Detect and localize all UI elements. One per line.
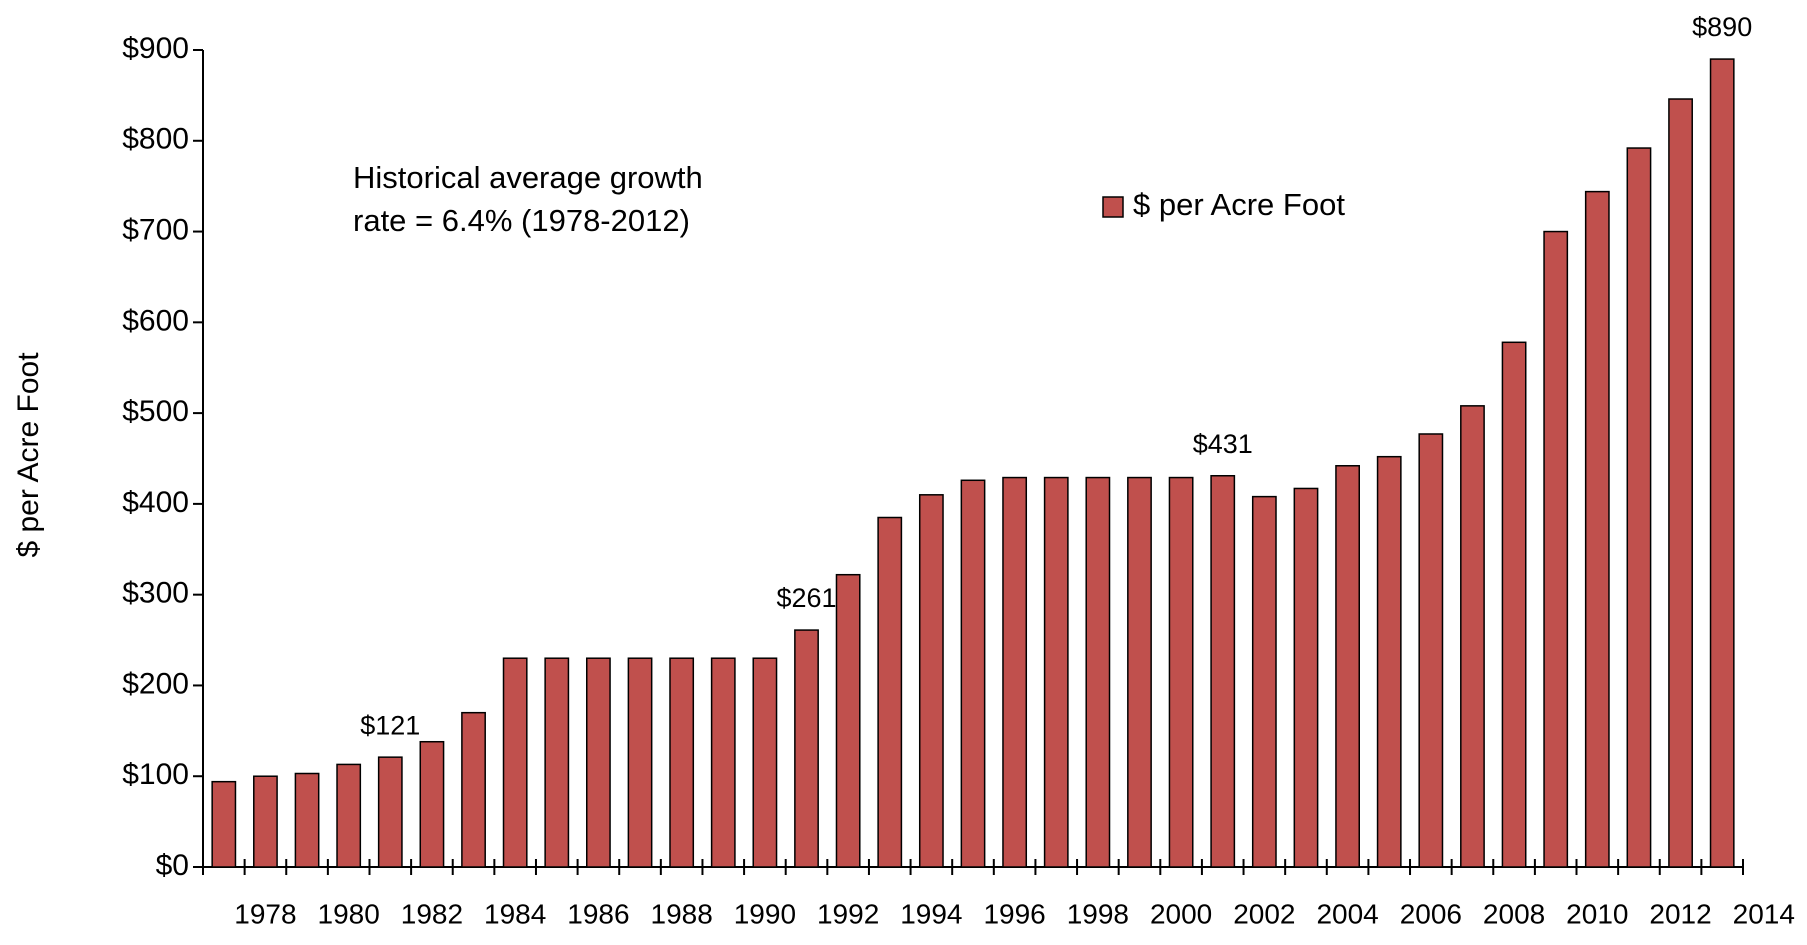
annotation: Historical average growth — [353, 160, 703, 195]
y-tick-label: $900 — [122, 32, 189, 65]
bar — [1460, 405, 1485, 868]
x-tick-label: 1980 — [318, 898, 380, 929]
x-tick-label: 1996 — [983, 898, 1045, 929]
x-tick-label: 1994 — [900, 898, 962, 929]
y-tick-label: $800 — [122, 123, 189, 156]
bar — [710, 657, 736, 868]
bar — [835, 573, 861, 868]
bar — [1168, 476, 1194, 868]
x-tick-label: 1988 — [651, 898, 713, 929]
x-tick-label: 1982 — [401, 898, 463, 929]
bar — [419, 740, 445, 868]
bar — [669, 657, 695, 868]
x-tick-label: 2008 — [1483, 898, 1545, 929]
data-label: $121 — [360, 710, 420, 740]
bar — [960, 479, 986, 868]
bar — [877, 516, 903, 868]
x-tick-label: 2006 — [1400, 898, 1462, 929]
bar — [544, 657, 570, 868]
data-label: $890 — [1692, 12, 1752, 42]
bar — [253, 775, 278, 868]
x-tick-label: 2002 — [1233, 898, 1295, 929]
x-tick-label: 2012 — [1649, 898, 1711, 929]
y-tick-label: $200 — [122, 667, 189, 700]
x-tick-label: 2000 — [1150, 898, 1212, 929]
bar — [1043, 476, 1069, 868]
legend-label: $ per Acre Foot — [1133, 187, 1345, 222]
x-tick-label: 1998 — [1067, 898, 1129, 929]
bar — [1584, 190, 1610, 868]
x-tick-label: 1984 — [484, 898, 546, 929]
y-tick-label: $600 — [122, 304, 189, 337]
bar — [1335, 465, 1360, 868]
bar — [294, 772, 320, 868]
bar — [1085, 476, 1111, 868]
data-label: $431 — [1193, 429, 1253, 459]
bar — [1251, 495, 1277, 868]
bar — [1376, 455, 1402, 868]
bar — [211, 780, 237, 868]
bar — [336, 763, 362, 868]
x-tick-label: 1990 — [734, 898, 796, 929]
bar — [461, 711, 486, 868]
bar — [1418, 433, 1444, 868]
annotation: rate = 6.4% (1978-2012) — [353, 203, 690, 238]
bar — [1709, 58, 1735, 868]
x-tick-label: 2014 — [1733, 898, 1795, 929]
bar — [918, 494, 944, 868]
bar — [377, 756, 403, 868]
y-tick-label: $100 — [122, 758, 189, 791]
y-tick-label: $400 — [122, 486, 189, 519]
y-tick-label: $500 — [122, 395, 189, 428]
bar — [794, 629, 819, 868]
y-tick-label: $700 — [122, 213, 189, 246]
bar — [627, 657, 653, 868]
bar — [1002, 476, 1028, 868]
bar — [1210, 474, 1236, 868]
y-tick-label: $0 — [156, 849, 189, 882]
bar — [1543, 230, 1569, 868]
bar — [502, 657, 528, 868]
x-tick-label: 1986 — [567, 898, 629, 929]
x-tick-label: 2004 — [1316, 898, 1378, 929]
bar — [586, 657, 611, 868]
x-tick-label: 1978 — [234, 898, 296, 929]
y-axis-label: $ per Acre Foot — [12, 352, 45, 558]
bar — [1293, 487, 1319, 868]
bar — [752, 657, 778, 868]
bar — [1501, 341, 1527, 868]
legend-swatch — [1102, 196, 1124, 218]
bar — [1127, 476, 1152, 868]
bar — [1626, 147, 1652, 868]
bar — [1668, 98, 1693, 868]
x-tick-label: 2010 — [1566, 898, 1628, 929]
data-label: $261 — [776, 583, 836, 613]
x-tick-label: 1992 — [817, 898, 879, 929]
y-tick-label: $300 — [122, 577, 189, 610]
